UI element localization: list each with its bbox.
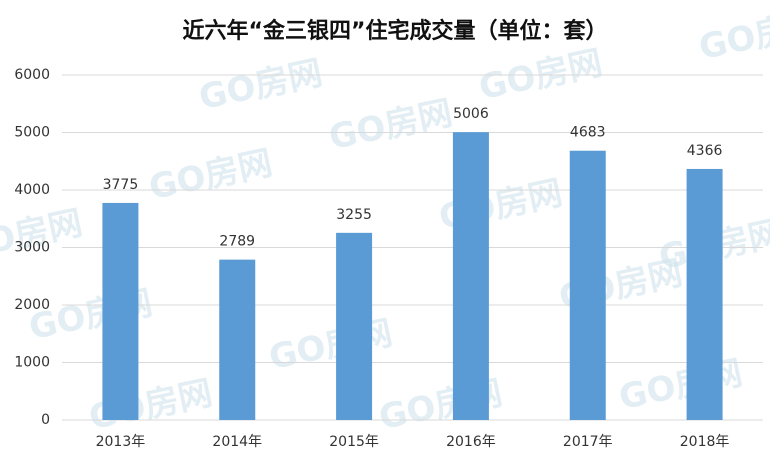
watermark: GO房网	[326, 93, 456, 158]
watermark: GO房网	[266, 313, 396, 378]
x-tick-label: 2014年	[212, 434, 262, 450]
bar	[686, 168, 723, 420]
bar	[569, 150, 606, 421]
watermark: GO房网	[696, 3, 770, 68]
y-tick-label: 0	[41, 412, 50, 428]
bar	[102, 202, 139, 420]
x-tick-label: 2017年	[563, 434, 613, 450]
value-label: 3775	[103, 177, 139, 193]
bar	[336, 232, 373, 420]
y-tick-label: 2000	[14, 297, 50, 313]
y-tick-label: 6000	[14, 67, 50, 83]
watermark: GO房网	[476, 43, 606, 108]
x-tick-label: 2015年	[329, 434, 379, 450]
x-tick-label: 2016年	[446, 434, 496, 450]
y-tick-label: 1000	[14, 355, 50, 371]
x-tick-label: 2013年	[96, 434, 146, 450]
value-label: 4366	[687, 143, 723, 159]
value-label: 2789	[219, 234, 255, 250]
y-tick-label: 5000	[14, 125, 50, 141]
y-tick-label: 3000	[14, 240, 50, 256]
watermark: GO房网	[146, 143, 276, 208]
bar	[219, 259, 256, 420]
value-label: 3255	[336, 207, 372, 223]
bar	[452, 132, 489, 420]
watermark: GO房网	[196, 53, 326, 118]
watermark: GO房网	[0, 203, 86, 268]
chart-title: 近六年“金三银四”住宅成交量（单位：套）	[183, 18, 608, 44]
value-label: 5006	[453, 106, 489, 122]
value-label: 4683	[570, 125, 606, 141]
y-tick-label: 4000	[14, 182, 50, 198]
x-tick-label: 2018年	[680, 434, 730, 450]
